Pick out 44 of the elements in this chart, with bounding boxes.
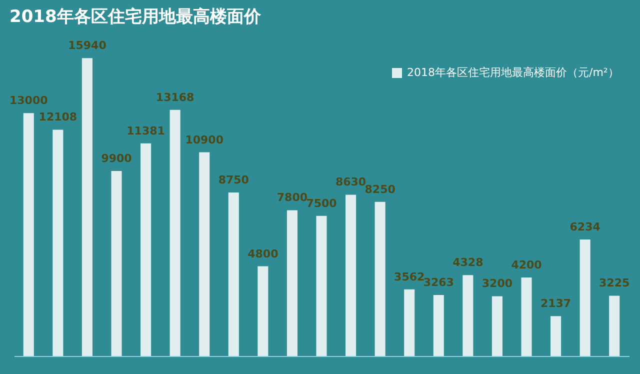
bar: [462, 275, 474, 356]
data-label: 7500: [306, 196, 338, 210]
bar: [433, 295, 444, 356]
bar: [82, 58, 92, 356]
data-label: 13168: [156, 90, 194, 104]
bar: [52, 130, 64, 356]
data-label: 8750: [218, 173, 250, 186]
bar: [609, 296, 620, 356]
legend-label: 2018年各区住宅用地最高楼面价（元/m²）: [407, 66, 619, 79]
bar: [258, 266, 268, 356]
data-label: 4328: [452, 256, 484, 270]
chart-title: 2018年各区住宅用地最高楼面价: [10, 7, 262, 28]
data-label: 3200: [482, 277, 513, 290]
bar: [346, 194, 356, 356]
bar: [228, 192, 239, 356]
bar: [199, 152, 210, 356]
data-label: 7800: [276, 191, 308, 204]
data-label: 13000: [10, 94, 48, 108]
bar: [492, 296, 502, 356]
data-label: 2137: [540, 297, 572, 310]
data-label: 12108: [38, 110, 78, 124]
data-label: 4800: [248, 247, 279, 260]
data-label: 9900: [101, 152, 132, 165]
data-label: 11381: [126, 124, 165, 138]
bar: [316, 216, 327, 356]
data-label: 3263: [423, 276, 454, 290]
data-label: 15940: [68, 39, 107, 52]
bar: [170, 110, 180, 356]
bar: [521, 278, 532, 356]
data-label: 3562: [394, 270, 425, 284]
bar: [140, 143, 152, 356]
data-label: 3225: [599, 276, 630, 290]
bar: [23, 113, 34, 356]
bar: [550, 316, 562, 356]
data-label: 4200: [511, 258, 542, 272]
bar: [286, 210, 298, 356]
bar: [374, 202, 386, 356]
bar: [404, 289, 415, 356]
data-label: 6234: [570, 220, 601, 234]
data-label: 8250: [364, 182, 396, 196]
bar: [111, 170, 122, 356]
data-label: 10900: [185, 133, 224, 146]
bar: [580, 240, 590, 356]
data-label: 8630: [335, 176, 366, 189]
